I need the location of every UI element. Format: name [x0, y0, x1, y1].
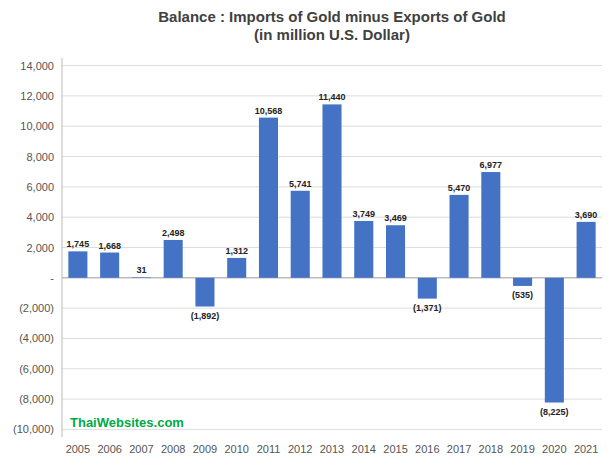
- x-tick-label: 2008: [161, 443, 185, 455]
- data-label: 3,690: [575, 210, 598, 220]
- data-label: 2,498: [162, 228, 185, 238]
- chart: Balance : Imports of Gold minus Exports …: [0, 0, 612, 465]
- data-label: 5,470: [448, 183, 471, 193]
- data-label: 10,568: [255, 106, 283, 116]
- y-tick-label: (2,000): [19, 302, 54, 314]
- bar: [68, 251, 87, 277]
- bar: [322, 104, 341, 277]
- data-label: 3,469: [384, 213, 407, 223]
- x-tick-label: 2016: [415, 443, 439, 455]
- data-label: (535): [512, 290, 533, 300]
- bar: [291, 191, 310, 278]
- data-label: 1,312: [225, 246, 248, 256]
- y-tick-label: 8,000: [26, 151, 54, 163]
- bar: [100, 253, 119, 278]
- bar: [418, 278, 437, 299]
- y-tick-label: 10,000: [20, 120, 54, 132]
- data-label: (1,371): [413, 303, 442, 313]
- bar: [450, 195, 469, 278]
- x-tick-label: 2012: [288, 443, 312, 455]
- bar: [481, 172, 500, 278]
- x-tick-label: 2009: [193, 443, 217, 455]
- data-label: 1,668: [98, 241, 121, 251]
- bar: [164, 240, 183, 278]
- bar: [513, 278, 532, 286]
- y-tick-label: (10,000): [13, 423, 54, 435]
- data-label: 6,977: [480, 160, 503, 170]
- x-tick-label: 2020: [542, 443, 566, 455]
- bar: [545, 278, 564, 403]
- bar: [386, 225, 405, 278]
- y-tick-label: -: [50, 272, 54, 284]
- y-tick-label: 4,000: [26, 211, 54, 223]
- y-tick-label: 2,000: [26, 242, 54, 254]
- bar: [132, 277, 151, 279]
- data-label: 1,745: [67, 239, 90, 249]
- x-tick-label: 2014: [352, 443, 376, 455]
- y-tick-label: 14,000: [20, 60, 54, 72]
- data-label: 11,440: [318, 92, 345, 102]
- y-tick-label: (6,000): [19, 363, 54, 375]
- x-tick-label: 2018: [479, 443, 503, 455]
- x-tick-label: 2011: [257, 443, 281, 455]
- y-tick-label: (8,000): [19, 393, 54, 405]
- bar: [354, 221, 373, 278]
- x-tick-label: 2005: [66, 443, 90, 455]
- x-tick-label: 2021: [574, 443, 598, 455]
- grid: [62, 66, 602, 430]
- x-tick-label: 2006: [97, 443, 121, 455]
- watermark: ThaiWebsites.com: [70, 415, 184, 430]
- x-tick-label: 2015: [383, 443, 407, 455]
- data-label: 3,749: [352, 209, 375, 219]
- y-tick-label: (4,000): [19, 332, 54, 344]
- data-label: (1,892): [191, 311, 220, 321]
- data-label: 31: [136, 265, 146, 275]
- bar: [195, 278, 214, 307]
- title-line: Balance : Imports of Gold minus Exports …: [158, 8, 506, 25]
- data-label: (8,225): [540, 407, 569, 417]
- grid-line: [62, 368, 602, 369]
- grid-line: [62, 399, 602, 400]
- grid-line: [62, 65, 602, 66]
- grid-line: [62, 308, 602, 309]
- x-tick-label: 2019: [510, 443, 534, 455]
- x-tick-label: 2013: [320, 443, 344, 455]
- grid-line: [62, 338, 602, 339]
- x-tick-label: 2007: [129, 443, 153, 455]
- page: {"chart_data": {"type": "bar", "title": …: [0, 0, 612, 465]
- bar: [227, 258, 246, 278]
- bar: [577, 222, 596, 278]
- y-tick-label: 12,000: [20, 90, 54, 102]
- bar: [259, 118, 278, 278]
- y-axis-line: [62, 58, 63, 437]
- x-tick-label: 2017: [447, 443, 471, 455]
- x-tick-label: 2010: [224, 443, 248, 455]
- bars: [68, 104, 595, 402]
- title-line: (in million U.S. Dollar): [254, 26, 410, 43]
- y-tick-label: 6,000: [26, 181, 54, 193]
- title: Balance : Imports of Gold minus Exports …: [158, 8, 506, 43]
- data-label: 5,741: [289, 179, 312, 189]
